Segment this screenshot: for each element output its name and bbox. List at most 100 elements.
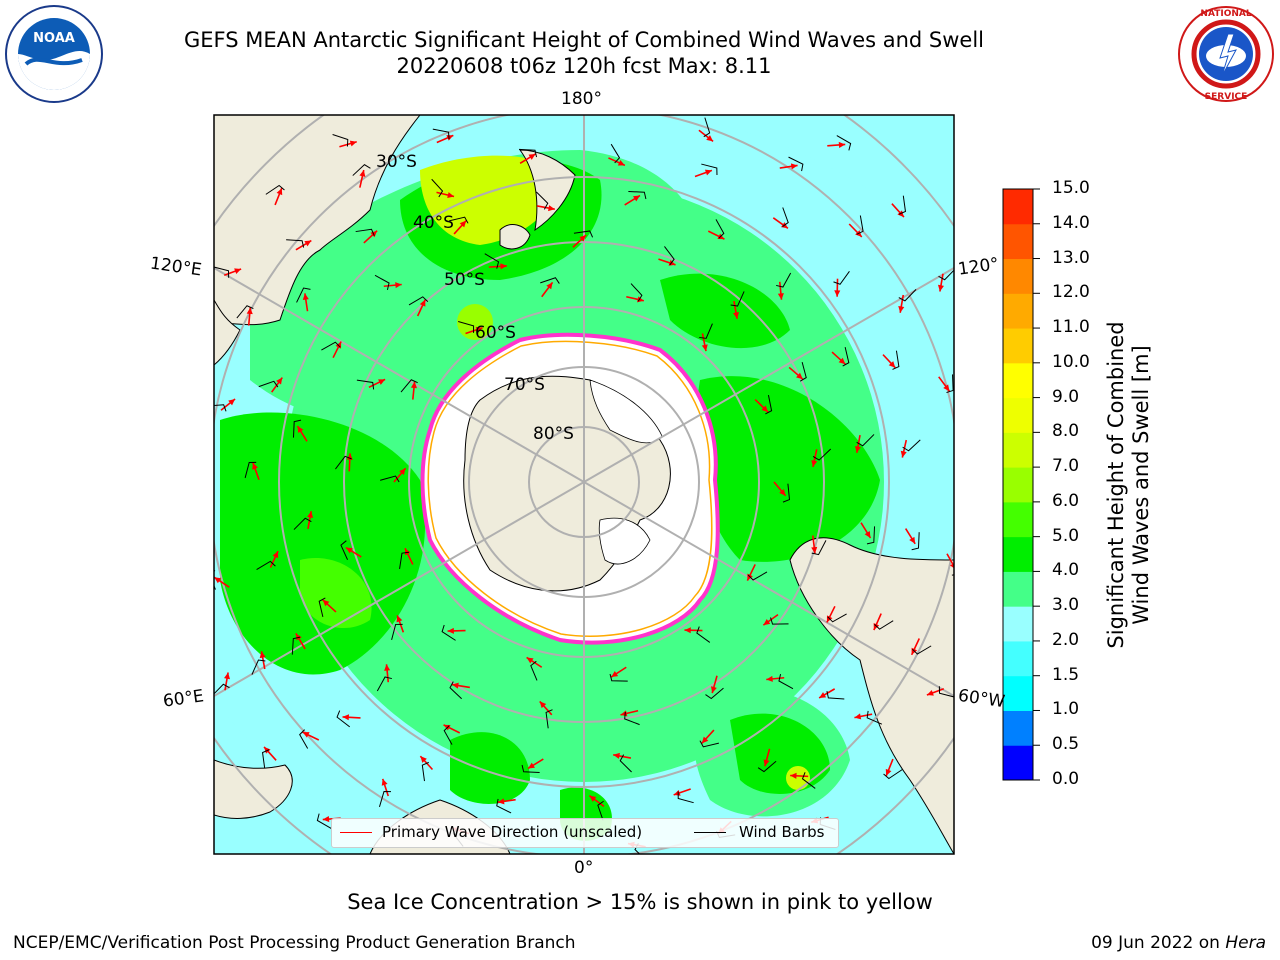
wind-barb bbox=[379, 475, 400, 483]
colorbar-tick-label: 12.0 bbox=[1052, 282, 1090, 303]
wind-barb bbox=[778, 674, 794, 690]
wind-barb bbox=[912, 645, 932, 655]
wind-barb bbox=[628, 190, 647, 200]
wave-direction-arrowhead bbox=[447, 627, 454, 634]
wind-barb bbox=[938, 269, 954, 281]
wind-barb bbox=[449, 681, 462, 700]
wind-barb bbox=[938, 686, 954, 698]
wave-direction-arrowhead bbox=[864, 531, 871, 538]
map-border bbox=[213, 114, 955, 855]
wind-barb bbox=[610, 143, 621, 164]
credit-date: 09 Jun 2022 on Hera bbox=[1091, 933, 1266, 953]
wave-direction-arrowhead bbox=[763, 618, 771, 626]
wave-direction-arrowhead bbox=[811, 460, 818, 467]
wind-barb bbox=[376, 676, 392, 692]
wind-barb bbox=[265, 184, 285, 195]
colorbar-segment bbox=[1003, 432, 1033, 468]
wind-barb bbox=[496, 798, 512, 814]
wind-barb bbox=[536, 191, 549, 210]
wave-direction-arrowhead bbox=[834, 290, 841, 297]
wind-barb bbox=[782, 483, 791, 503]
wind-barb bbox=[256, 560, 276, 570]
wave-direction-arrowhead bbox=[733, 312, 740, 319]
wind-barb bbox=[292, 419, 302, 438]
wind-barb bbox=[788, 156, 804, 172]
wave-direction-arrowhead bbox=[399, 468, 406, 476]
wind-barb bbox=[286, 239, 305, 248]
lat-label-30s: 30°S bbox=[376, 152, 417, 172]
colorbar-tick-label: 1.0 bbox=[1052, 699, 1080, 720]
colorbar-tick-label: 8.0 bbox=[1052, 421, 1080, 442]
svg-text:SERVICE: SERVICE bbox=[1205, 92, 1248, 102]
wave-direction-arrowhead bbox=[777, 293, 784, 300]
wave-direction-arrowhead bbox=[297, 426, 304, 433]
wind-barb bbox=[443, 725, 453, 745]
wave-direction-arrowhead bbox=[459, 220, 467, 228]
wave-direction-arrowhead bbox=[766, 675, 773, 682]
chart-title: GEFS MEAN Antarctic Significant Height o… bbox=[183, 28, 985, 52]
wave-direction-arrowhead bbox=[673, 789, 681, 796]
wind-barb bbox=[630, 283, 643, 302]
wave-direction-arrowhead bbox=[589, 795, 597, 802]
noaa-logo: NOAA bbox=[5, 5, 103, 103]
wind-barb bbox=[677, 791, 694, 804]
wind-barb bbox=[812, 448, 832, 461]
colorbar-segment bbox=[1003, 362, 1033, 399]
colorbar-tick-label: 7.0 bbox=[1052, 456, 1080, 477]
wind-barb bbox=[261, 749, 270, 769]
colorbar-segment bbox=[1003, 328, 1033, 364]
wind-barb bbox=[421, 761, 429, 782]
svg-text:NATIONAL: NATIONAL bbox=[1200, 9, 1251, 19]
wave-direction-arrowhead bbox=[272, 551, 279, 559]
wind-barb bbox=[701, 163, 718, 175]
wave-direction-arrowhead bbox=[497, 798, 505, 805]
wind-barb bbox=[316, 813, 332, 829]
wind-barb bbox=[530, 660, 538, 681]
colorbar-label-line1: Significant Height of Combined bbox=[1104, 321, 1128, 649]
colorbar-segment bbox=[1003, 536, 1033, 572]
wind-barb bbox=[833, 270, 850, 285]
wind-barb bbox=[540, 277, 560, 284]
wave-direction-arrowhead bbox=[539, 701, 547, 709]
colorbar-segment bbox=[1003, 258, 1033, 294]
wind-barb bbox=[597, 800, 604, 821]
legend-barb-label: Wind Barbs bbox=[739, 823, 825, 841]
wave-direction-arrowhead bbox=[796, 372, 803, 380]
wind-barb bbox=[757, 760, 777, 773]
wave-direction-arrowhead bbox=[949, 563, 954, 569]
wind-barb bbox=[484, 253, 500, 269]
wave-direction-arrowhead bbox=[342, 714, 350, 721]
wave-direction-arrowhead bbox=[302, 732, 310, 738]
wave-direction-arrowhead bbox=[790, 163, 798, 170]
wave-direction-arrowhead bbox=[704, 169, 712, 176]
wave-direction-arrowhead bbox=[276, 377, 283, 385]
wind-barb bbox=[573, 230, 594, 238]
legend: Primary Wave Direction (unscaled) Wind B… bbox=[331, 818, 839, 848]
graticule bbox=[214, 115, 954, 854]
wave-direction-arrowhead bbox=[224, 672, 231, 680]
wind-barb bbox=[892, 350, 900, 370]
colorbar-tick-label: 11.0 bbox=[1052, 317, 1090, 338]
wind-barb bbox=[902, 439, 921, 452]
lat-label-60s: 60°S bbox=[475, 323, 516, 343]
wind-barb bbox=[765, 394, 773, 415]
wind-barb bbox=[355, 228, 375, 236]
wave-direction-arrowhead bbox=[322, 816, 330, 823]
colorbar-segment bbox=[1003, 397, 1033, 433]
wave-direction-arrowhead bbox=[611, 671, 619, 678]
wind-barb bbox=[378, 791, 391, 808]
sea-ice-footnote: Sea Ice Concentration > 15% is shown in … bbox=[347, 890, 933, 914]
wind-barb bbox=[336, 710, 351, 728]
wind-barb bbox=[214, 266, 230, 278]
wind-barb bbox=[521, 764, 540, 774]
wind-barb bbox=[258, 380, 279, 388]
wave-direction-arrowhead bbox=[276, 188, 283, 196]
wind-barb bbox=[699, 740, 719, 748]
colorbar-tick-label: 5.0 bbox=[1052, 525, 1080, 546]
wind-barb bbox=[836, 135, 852, 151]
wind-barb bbox=[664, 246, 675, 266]
wave-direction-arrowhead bbox=[579, 235, 587, 242]
wave-direction-arrowhead bbox=[404, 548, 411, 556]
wave-direction-arrowhead bbox=[246, 307, 253, 315]
wind-barb bbox=[399, 551, 409, 570]
